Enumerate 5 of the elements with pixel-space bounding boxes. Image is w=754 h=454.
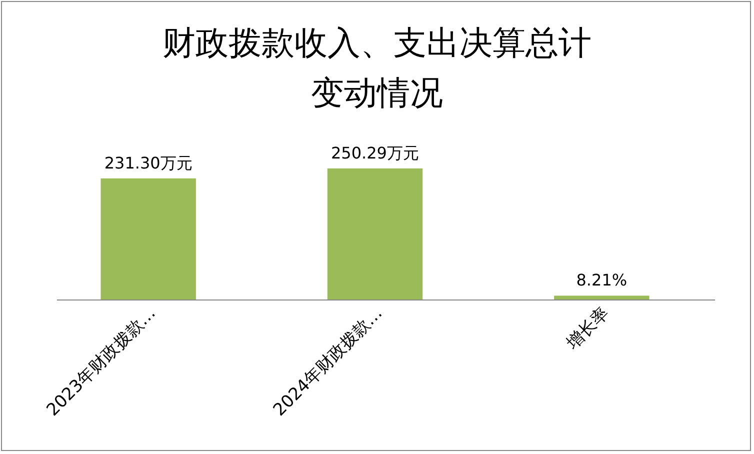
data-label: 231.30万元 — [104, 153, 192, 172]
data-label: 250.29万元 — [331, 143, 419, 162]
data-label: 8.21% — [576, 270, 628, 290]
title: 财政拨款收入、支出决算总计变动情况 — [162, 22, 592, 114]
x-tick-label: 增长率 — [562, 303, 614, 354]
